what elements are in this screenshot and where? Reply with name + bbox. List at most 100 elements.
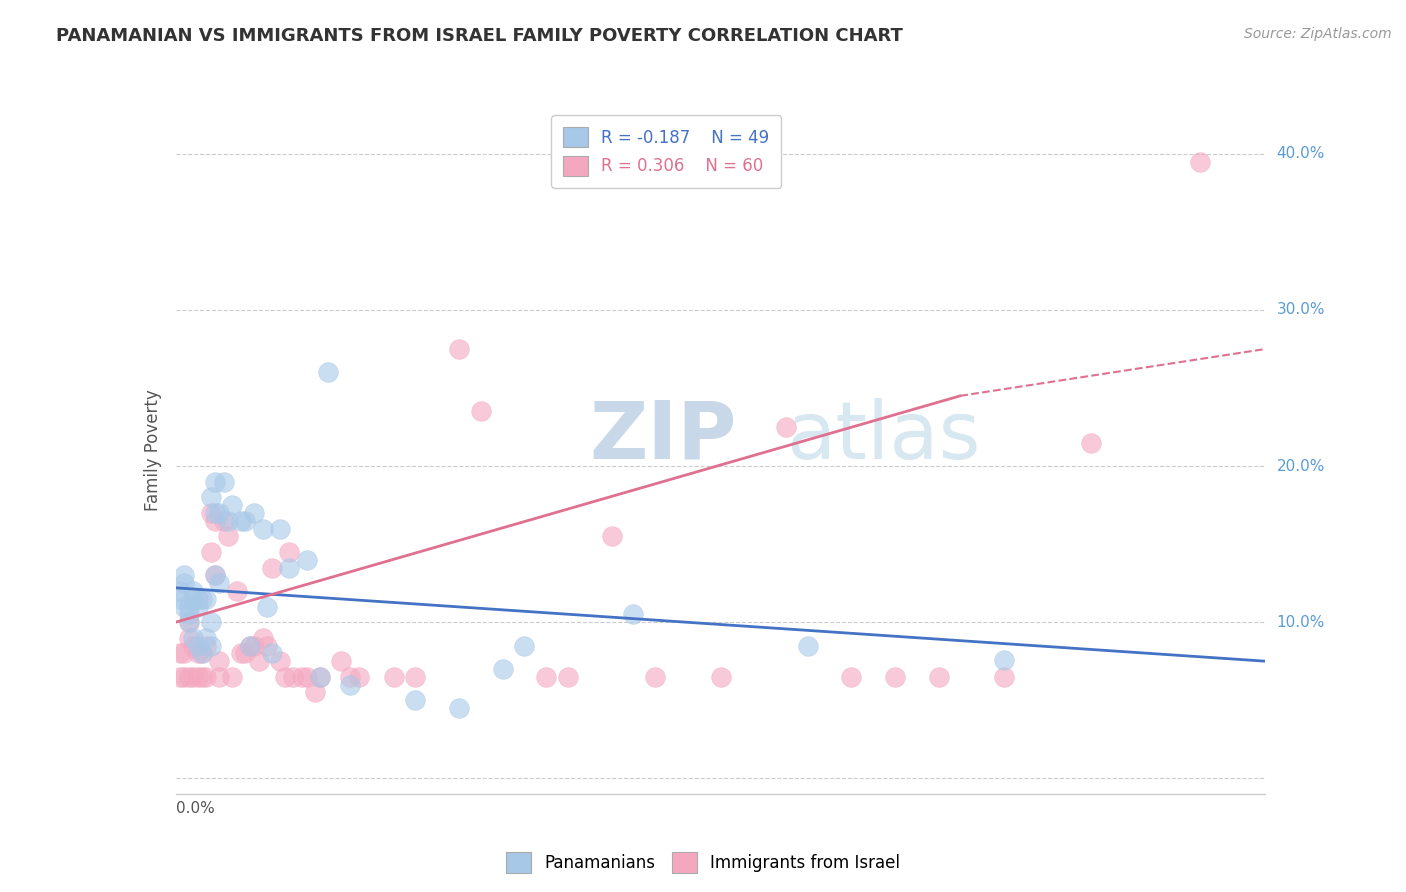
Point <box>269 521 291 535</box>
Point <box>239 639 262 653</box>
Text: ZIP: ZIP <box>591 398 737 475</box>
Point <box>252 521 274 535</box>
Point <box>1189 154 1212 169</box>
Point <box>177 599 200 614</box>
Point <box>200 639 222 653</box>
Point <box>928 670 950 684</box>
Point <box>339 670 361 684</box>
Point <box>308 670 330 684</box>
Point <box>243 506 266 520</box>
Point <box>225 583 247 598</box>
Point <box>841 670 863 684</box>
Point <box>382 670 405 684</box>
Point <box>173 670 195 684</box>
Point <box>513 639 536 653</box>
Point <box>200 615 222 630</box>
Point <box>212 475 235 489</box>
Point <box>252 631 274 645</box>
Point <box>221 670 243 684</box>
Point <box>200 490 222 504</box>
Point <box>186 591 209 606</box>
Point <box>204 568 226 582</box>
Text: 20.0%: 20.0% <box>1277 458 1324 474</box>
Point <box>534 670 557 684</box>
Point <box>993 653 1015 667</box>
Point <box>208 670 231 684</box>
Point <box>274 670 297 684</box>
Point <box>169 591 191 606</box>
Point <box>291 670 314 684</box>
Point <box>195 670 218 684</box>
Point <box>181 670 204 684</box>
Point <box>775 420 797 434</box>
Point <box>235 514 257 528</box>
Point <box>200 506 222 520</box>
Point <box>186 639 209 653</box>
Point <box>269 654 291 668</box>
Point <box>278 560 301 574</box>
Point <box>217 529 239 543</box>
Point <box>181 631 204 645</box>
Point <box>195 591 218 606</box>
Point <box>600 529 623 543</box>
Point <box>195 639 218 653</box>
Point <box>217 514 239 528</box>
Text: 30.0%: 30.0% <box>1277 302 1324 318</box>
Text: 10.0%: 10.0% <box>1277 615 1324 630</box>
Point <box>177 615 200 630</box>
Point <box>260 646 283 660</box>
Point <box>339 678 361 692</box>
Point <box>492 662 515 676</box>
Point <box>256 599 278 614</box>
Point <box>796 639 818 653</box>
Point <box>173 568 195 582</box>
Legend: Panamanians, Immigrants from Israel: Panamanians, Immigrants from Israel <box>499 846 907 880</box>
Point <box>177 631 200 645</box>
Point <box>186 599 209 614</box>
Point <box>1080 435 1102 450</box>
Point <box>884 670 907 684</box>
Point <box>295 552 318 567</box>
Point <box>644 670 666 684</box>
Point <box>993 670 1015 684</box>
Point <box>181 591 204 606</box>
Point <box>204 514 226 528</box>
Point <box>177 670 200 684</box>
Point <box>191 591 214 606</box>
Text: atlas: atlas <box>786 398 980 475</box>
Point <box>186 670 209 684</box>
Point <box>231 514 253 528</box>
Point <box>212 514 235 528</box>
Point <box>405 693 427 707</box>
Point <box>295 670 318 684</box>
Point <box>330 654 353 668</box>
Point <box>186 646 209 660</box>
Point <box>447 342 470 356</box>
Point <box>204 475 226 489</box>
Point <box>191 670 214 684</box>
Point <box>710 670 733 684</box>
Point <box>173 599 195 614</box>
Point <box>318 366 340 380</box>
Point <box>173 576 195 591</box>
Point <box>177 607 200 622</box>
Point <box>195 631 218 645</box>
Point <box>347 670 370 684</box>
Point <box>169 670 191 684</box>
Point <box>283 670 305 684</box>
Point <box>243 639 266 653</box>
Point <box>208 654 231 668</box>
Legend: R = -0.187    N = 49, R = 0.306    N = 60: R = -0.187 N = 49, R = 0.306 N = 60 <box>551 115 780 187</box>
Point <box>221 498 243 512</box>
Point <box>169 583 191 598</box>
Point <box>204 568 226 582</box>
Point <box>191 646 214 660</box>
Point <box>177 615 200 630</box>
Point <box>447 701 470 715</box>
Point <box>557 670 579 684</box>
Point <box>470 404 492 418</box>
Point <box>169 646 191 660</box>
Point <box>208 576 231 591</box>
Point <box>204 506 226 520</box>
Point <box>621 607 644 622</box>
